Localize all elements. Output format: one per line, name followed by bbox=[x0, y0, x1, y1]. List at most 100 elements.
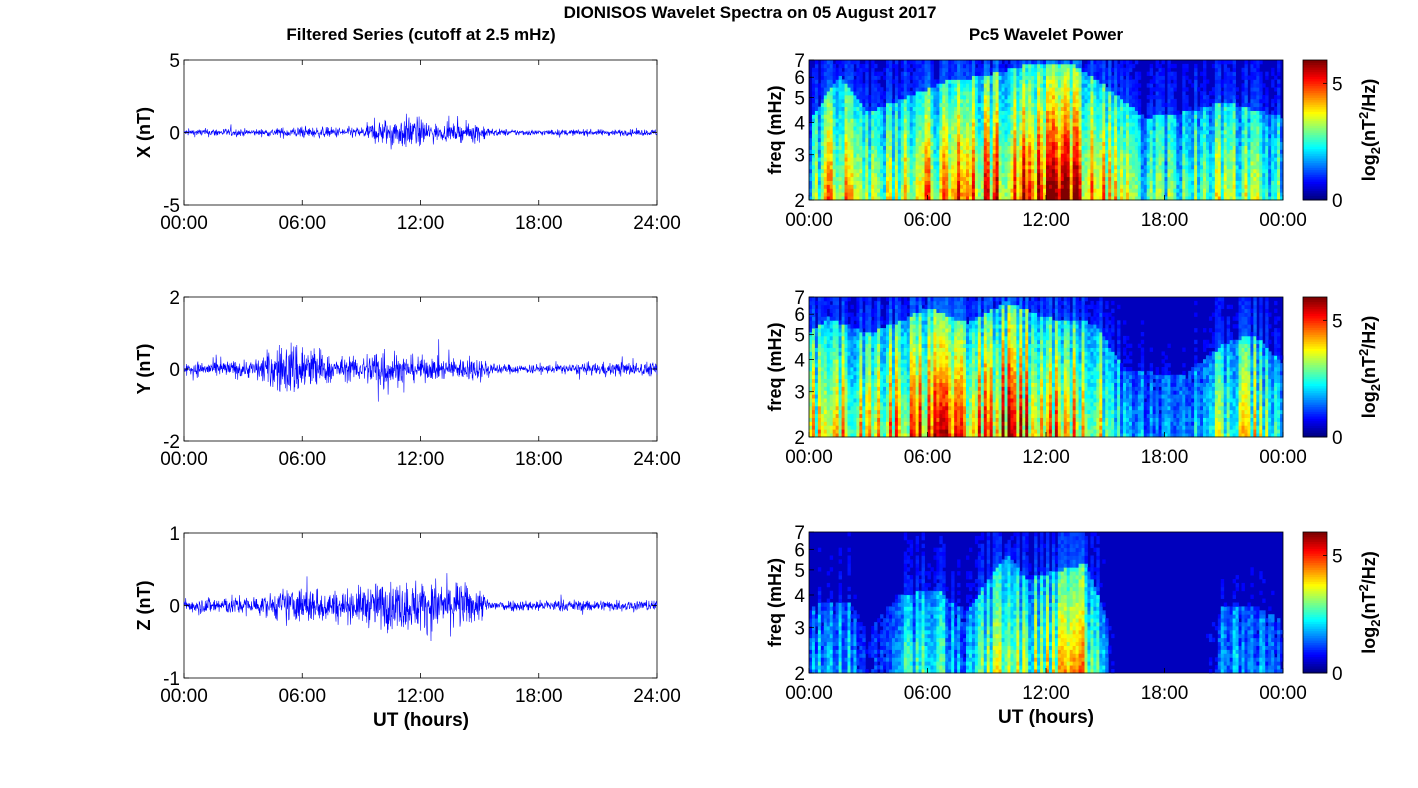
heatmap-cell bbox=[945, 71, 949, 76]
heatmap-cell bbox=[835, 157, 840, 162]
heatmap-cell bbox=[888, 106, 893, 111]
heatmap-cell bbox=[1022, 83, 1026, 88]
heatmap-cell bbox=[1229, 172, 1234, 178]
heatmap-cell bbox=[1191, 153, 1195, 158]
heatmap-cell bbox=[924, 137, 928, 143]
heatmap-cell bbox=[1084, 130, 1088, 135]
heatmap-cell bbox=[989, 118, 994, 123]
heatmap-cell bbox=[835, 126, 840, 131]
heatmap-cell bbox=[877, 157, 881, 162]
heatmap-cell bbox=[1013, 126, 1017, 131]
heatmap-cell bbox=[1114, 141, 1118, 146]
heatmap-cell bbox=[927, 153, 931, 158]
heatmap-cell bbox=[1108, 184, 1112, 189]
heatmap-cell bbox=[1007, 126, 1011, 131]
heatmap-cell bbox=[1229, 122, 1234, 127]
heatmap-cell bbox=[1111, 114, 1115, 119]
heatmap-cell bbox=[1096, 196, 1100, 201]
heatmap-cell bbox=[909, 133, 914, 139]
heatmap-cell bbox=[1200, 106, 1204, 111]
heatmap-cell bbox=[1214, 118, 1219, 123]
heatmap-cell bbox=[1108, 126, 1112, 131]
heatmap-cell bbox=[1143, 192, 1148, 197]
heatmap-cell bbox=[930, 98, 934, 104]
heatmap-cell bbox=[927, 114, 931, 119]
heatmap-cell bbox=[868, 176, 872, 181]
heatmap-cell bbox=[1123, 102, 1127, 108]
heatmap-cell bbox=[1217, 71, 1222, 76]
heatmap-cell bbox=[811, 130, 816, 135]
heatmap-cell bbox=[939, 184, 943, 189]
heatmap-cell bbox=[1114, 122, 1118, 127]
heatmap-cell bbox=[880, 153, 884, 158]
heatmap-cell bbox=[995, 145, 999, 150]
heatmap-cell bbox=[1004, 83, 1008, 88]
heatmap-cell bbox=[874, 110, 878, 115]
heatmap-cell bbox=[933, 165, 937, 170]
heatmap-cell bbox=[1040, 137, 1044, 143]
heatmap-cell bbox=[811, 79, 816, 84]
heatmap-cell bbox=[850, 87, 854, 92]
heatmap-cell bbox=[814, 165, 819, 170]
heatmap-cell bbox=[968, 114, 973, 119]
heatmap-cell bbox=[1084, 106, 1088, 111]
heatmap-cell bbox=[862, 110, 866, 115]
heatmap-cell bbox=[886, 130, 890, 135]
heatmap-cell bbox=[1232, 110, 1236, 115]
heatmap-cell bbox=[1037, 67, 1041, 73]
heatmap-cell bbox=[856, 165, 860, 170]
heatmap-cell bbox=[1152, 165, 1157, 170]
heatmap-cell bbox=[1078, 145, 1082, 150]
heatmap-cell bbox=[853, 172, 857, 178]
heatmap-cell bbox=[1087, 188, 1091, 193]
heatmap-cell bbox=[1108, 176, 1112, 181]
heatmap-cell bbox=[1188, 180, 1192, 185]
heatmap-cell bbox=[817, 137, 822, 143]
heatmap-cell bbox=[1123, 83, 1127, 88]
heatmap-cell bbox=[1226, 114, 1231, 119]
heatmap-cell bbox=[980, 192, 985, 197]
heatmap-cell bbox=[1111, 196, 1115, 201]
heatmap-cell bbox=[963, 63, 967, 69]
heatmap-cell bbox=[1063, 87, 1068, 92]
heatmap-cell bbox=[933, 192, 937, 197]
heatmap-cell bbox=[894, 141, 899, 146]
heatmap-cell bbox=[1200, 141, 1204, 146]
heatmap-cell bbox=[811, 196, 816, 201]
heatmap-cell bbox=[939, 110, 943, 115]
heatmap-cell bbox=[814, 172, 819, 178]
heatmap-cell bbox=[1194, 126, 1198, 131]
heatmap-cell bbox=[971, 184, 976, 189]
heatmap-cell bbox=[915, 188, 920, 193]
heatmap-cell bbox=[1188, 192, 1192, 197]
heatmap-cell bbox=[968, 176, 973, 181]
heatmap-cell bbox=[1182, 192, 1186, 197]
heatmap-cell bbox=[945, 110, 949, 115]
heatmap-cell bbox=[1111, 188, 1115, 193]
heatmap-cell bbox=[1173, 188, 1177, 193]
heatmap-cell bbox=[1043, 137, 1047, 143]
heatmap-cell bbox=[1117, 133, 1121, 139]
heatmap-cell bbox=[856, 161, 860, 166]
heatmap-cell bbox=[829, 196, 834, 201]
heatmap-cell bbox=[1176, 176, 1180, 181]
heatmap-cell bbox=[811, 161, 816, 166]
heatmap-cell bbox=[1149, 141, 1154, 146]
heatmap-cell bbox=[829, 130, 834, 135]
heatmap-cell bbox=[1111, 95, 1115, 100]
heatmap-cell bbox=[1075, 83, 1079, 88]
heatmap-cell bbox=[1191, 114, 1195, 119]
heatmap-cell bbox=[1137, 106, 1142, 111]
heatmap-cell bbox=[883, 122, 887, 127]
heatmap-cell bbox=[1111, 168, 1115, 174]
heatmap-cell bbox=[906, 157, 911, 162]
heatmap-cell bbox=[1155, 63, 1159, 69]
heatmap-cell bbox=[826, 188, 831, 193]
heatmap-cell bbox=[1022, 153, 1026, 158]
heatmap-cell bbox=[1007, 180, 1011, 185]
heatmap-cell bbox=[936, 157, 940, 162]
heatmap-cell bbox=[1137, 196, 1142, 201]
heatmap-cell bbox=[1223, 60, 1228, 65]
heatmap-cell bbox=[966, 122, 970, 127]
heatmap-cell bbox=[924, 75, 928, 80]
